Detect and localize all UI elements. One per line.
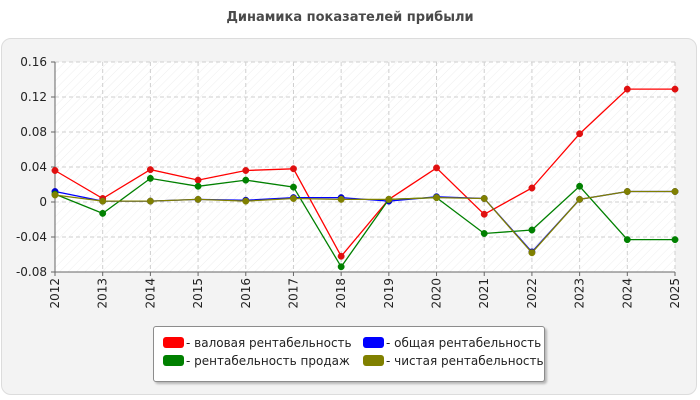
x-tick-label: 2023 <box>573 278 587 309</box>
series-point-0 <box>242 167 250 174</box>
legend-item-3: - чистая рентабельность <box>363 354 544 368</box>
y-tick-label: 0 <box>39 195 47 209</box>
series-point-0 <box>528 184 536 192</box>
y-tick-label: -0.04 <box>16 230 47 244</box>
series-point-3 <box>194 195 202 203</box>
legend-swatch-3 <box>363 355 384 366</box>
x-tick-label: 2018 <box>334 278 348 309</box>
y-tick-label: 0.12 <box>20 90 47 104</box>
x-tick-label: 2013 <box>96 278 110 309</box>
series-point-0 <box>671 85 679 93</box>
x-tick-label: 2020 <box>430 278 444 309</box>
series-point-0 <box>480 210 488 218</box>
legend-item-1: - общая рентабельность <box>363 336 541 350</box>
series-point-0 <box>433 164 440 172</box>
series-point-3 <box>480 195 488 202</box>
series-point-2 <box>242 176 250 184</box>
x-tick-label: 2012 <box>48 278 62 309</box>
series-point-2 <box>528 226 536 234</box>
legend-swatch-0 <box>163 337 184 348</box>
series-point-2 <box>671 236 679 244</box>
series-point-0 <box>576 130 584 138</box>
x-tick-label: 2024 <box>620 278 634 309</box>
series-point-3 <box>671 188 679 195</box>
series-point-3 <box>528 249 536 257</box>
series-point-2 <box>194 182 202 190</box>
x-tick-label: 2019 <box>382 278 396 309</box>
legend-label-0: - валовая рентабельность <box>186 336 352 350</box>
series-point-2 <box>576 182 584 190</box>
series-point-2 <box>623 236 631 244</box>
series-line-0 <box>54 88 675 258</box>
series-point-3 <box>337 195 345 203</box>
legend-item-2: - рентабельность продаж <box>163 354 350 368</box>
legend-swatch-1 <box>363 337 384 348</box>
series-point-3 <box>146 197 154 205</box>
series-point-2 <box>337 263 345 271</box>
series-point-3 <box>576 195 584 203</box>
series-point-2 <box>99 209 107 217</box>
series-line-3 <box>54 190 675 254</box>
series-point-3 <box>290 195 297 202</box>
legend-label-2: - рентабельность продаж <box>186 354 350 368</box>
legend-item-0: - валовая рентабельность <box>163 336 352 350</box>
y-tick-label: 0.04 <box>20 160 47 174</box>
x-tick-label: 2017 <box>286 278 300 309</box>
series-point-3 <box>242 197 250 205</box>
series-point-2 <box>290 183 297 191</box>
series-point-0 <box>146 166 154 174</box>
x-tick-label: 2025 <box>668 278 682 309</box>
legend-label-1: - общая рентабельность <box>386 336 542 350</box>
series-point-2 <box>480 230 488 237</box>
series-point-0 <box>194 176 202 184</box>
y-tick-label: -0.08 <box>16 265 47 279</box>
x-tick-label: 2015 <box>191 278 205 309</box>
y-tick-label: 0.08 <box>20 125 47 139</box>
series-point-0 <box>51 167 59 174</box>
series-point-3 <box>51 191 59 199</box>
x-tick-label: 2016 <box>239 278 253 309</box>
series-point-0 <box>623 85 631 93</box>
series-point-0 <box>290 165 297 173</box>
series-point-0 <box>337 252 345 260</box>
x-tick-label: 2014 <box>143 278 157 309</box>
series-line-2 <box>54 177 675 268</box>
series-point-3 <box>623 188 631 195</box>
legend-swatch-2 <box>163 355 184 366</box>
y-tick-label: 0.16 <box>20 55 47 69</box>
x-tick-label: 2021 <box>477 278 491 309</box>
legend-label-3: - чистая рентабельность <box>386 354 544 368</box>
series-point-3 <box>99 197 107 205</box>
chart-title: Динамика показателей прибыли <box>226 10 474 25</box>
series-point-3 <box>433 194 440 202</box>
legend: - валовая рентабельность - общая рентабе… <box>153 326 545 382</box>
x-tick-label: 2022 <box>525 278 539 309</box>
series-point-2 <box>146 174 154 182</box>
series-point-3 <box>385 195 393 203</box>
